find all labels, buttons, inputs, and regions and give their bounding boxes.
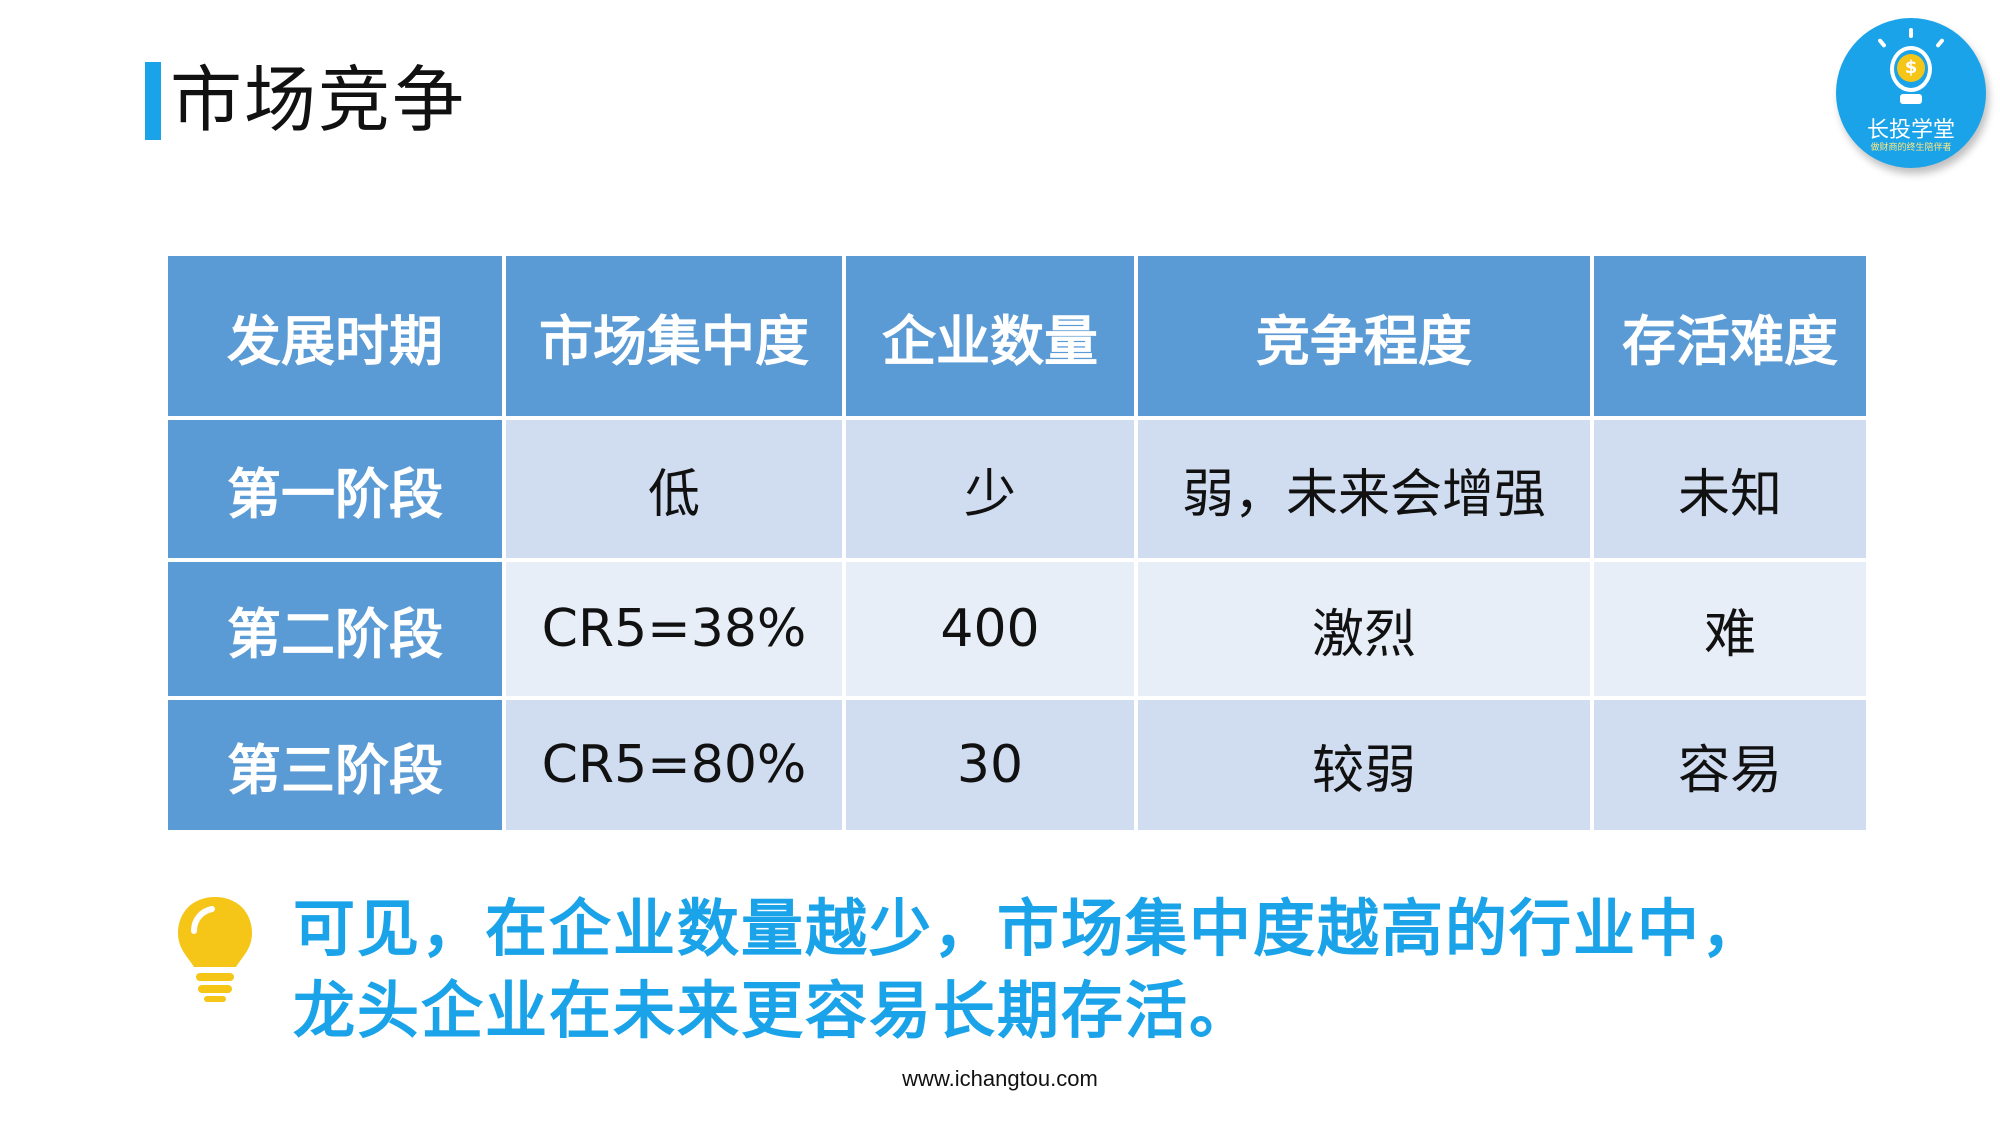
header-period: 发展时期 <box>164 252 506 420</box>
page-title: 市场竞争 <box>170 58 467 142</box>
table-cell: 较弱 <box>1134 696 1594 834</box>
footer-url: www.ichangtou.com <box>902 1066 1098 1091</box>
table-cell: 少 <box>842 416 1138 562</box>
conclusion-line-2: 龙头企业在未来更容易长期存活。 <box>293 974 1254 1047</box>
conclusion-text: 可见，在企业数量越少，市场集中度越高的行业中， 龙头企业在未来更容易长期存活。 <box>293 888 1853 1052</box>
table-cell: CR5=80% <box>502 696 846 834</box>
table-cell: CR5=38% <box>502 558 846 700</box>
logo-tagline: 做财商的终生陪伴者 <box>1870 143 1952 153</box>
table-header-row: 发展时期 市场集中度 企业数量 竞争程度 存活难度 <box>164 252 1870 420</box>
table-cell: 激烈 <box>1134 558 1594 700</box>
coin-icon: $ <box>1897 54 1925 82</box>
logo-ray <box>1909 28 1913 38</box>
row-stage-label: 第一阶段 <box>164 416 506 562</box>
logo-ray <box>1877 37 1887 49</box>
header-competition: 竞争程度 <box>1134 252 1594 420</box>
table-row: 第一阶段 低 少 弱，未来会增强 未知 <box>164 416 1870 562</box>
market-stage-table: 发展时期 市场集中度 企业数量 竞争程度 存活难度 第一阶段 低 少 弱，未来会… <box>164 252 1870 834</box>
header-concentration: 市场集中度 <box>502 252 846 420</box>
row-stage-label: 第三阶段 <box>164 696 506 834</box>
header-survival: 存活难度 <box>1590 252 1870 420</box>
logo-name: 长投学堂 <box>1866 118 1955 143</box>
conclusion-line-1: 可见，在企业数量越少，市场集中度越高的行业中， <box>293 892 1766 965</box>
brand-logo: $ 长投学堂 做财商的终生陪伴者 <box>1836 18 1986 168</box>
table-row: 第二阶段 CR5=38% 400 激烈 难 <box>164 558 1870 700</box>
title-accent-bar <box>145 62 161 140</box>
table-cell: 30 <box>842 696 1138 834</box>
table-cell: 弱，未来会增强 <box>1134 416 1594 562</box>
lightbulb-coin-icon <box>1890 46 1932 92</box>
table-cell: 难 <box>1590 558 1870 700</box>
table-cell: 未知 <box>1590 416 1870 562</box>
lightbulb-icon <box>178 897 252 1002</box>
row-stage-label: 第二阶段 <box>164 558 506 700</box>
logo-ray <box>1935 37 1945 49</box>
bulb-base <box>1900 94 1922 104</box>
table-cell: 容易 <box>1590 696 1870 834</box>
table-cell: 400 <box>842 558 1138 700</box>
header-company-count: 企业数量 <box>842 252 1138 420</box>
table-row: 第三阶段 CR5=80% 30 较弱 容易 <box>164 696 1870 834</box>
table-cell: 低 <box>502 416 846 562</box>
